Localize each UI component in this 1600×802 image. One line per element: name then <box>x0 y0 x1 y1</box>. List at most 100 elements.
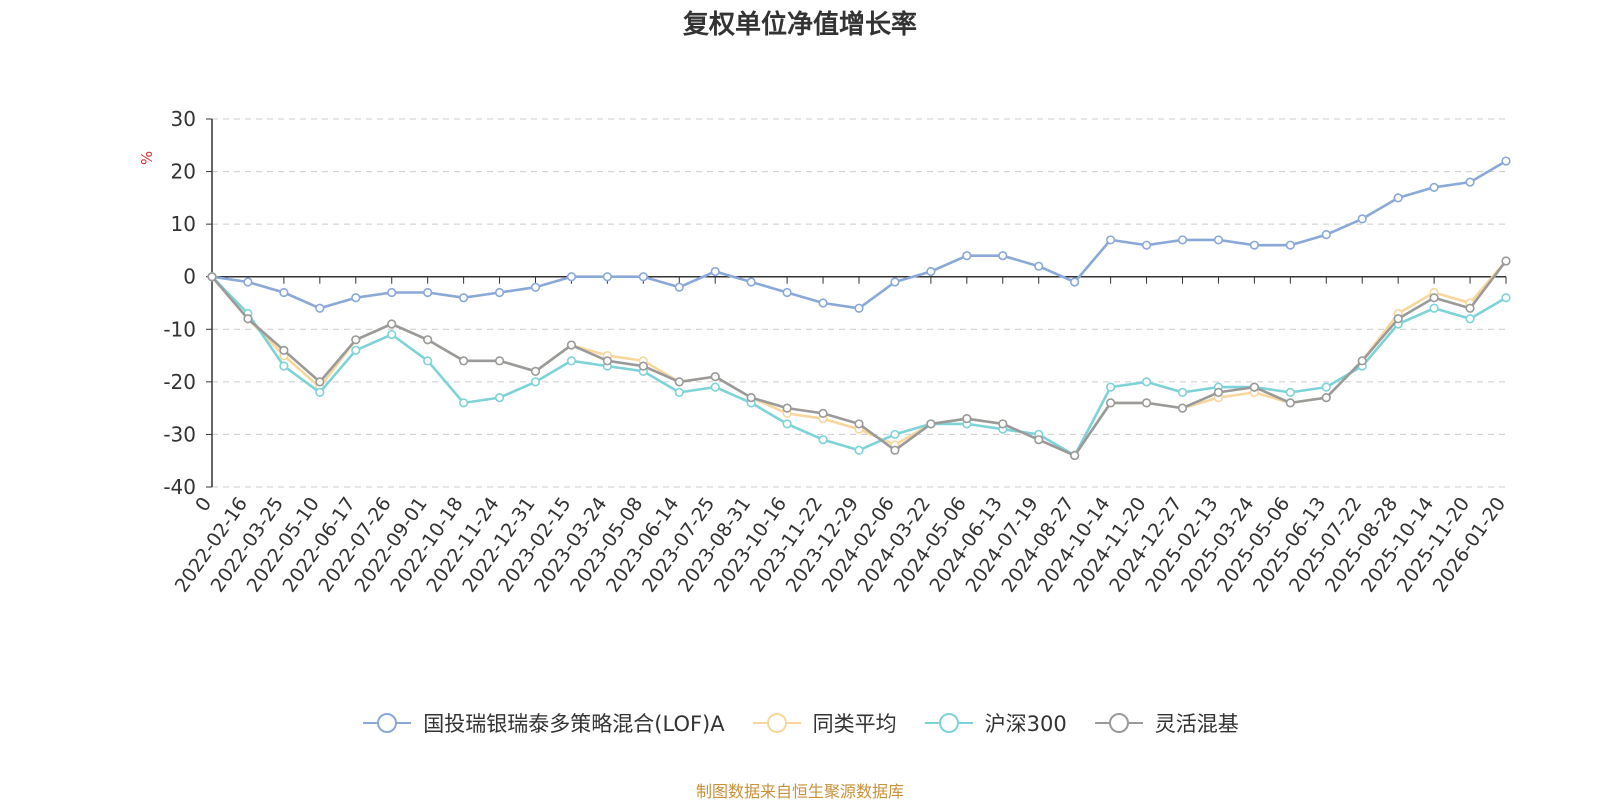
data-point <box>854 419 864 429</box>
data-point <box>1106 235 1116 245</box>
y-tick-label: 30 <box>171 107 196 131</box>
data-point <box>566 340 577 350</box>
y-tick-label: 0 <box>183 265 196 289</box>
data-point <box>1465 303 1475 313</box>
legend-item[interactable]: 国投瑞银瑞泰多策略混合(LOF)A <box>361 708 725 738</box>
legend-marker-icon <box>924 713 973 733</box>
data-point <box>279 361 289 371</box>
data-point <box>1070 450 1080 461</box>
data-point <box>710 266 720 277</box>
data-point <box>602 356 612 366</box>
legend-marker-circle <box>377 713 398 733</box>
data-point <box>746 393 756 403</box>
x-tick-label: 0 <box>191 493 216 516</box>
chart-title: 复权单位净值增长率 <box>682 10 917 40</box>
data-point <box>1249 382 1259 392</box>
data-point <box>1177 235 1188 245</box>
data-point <box>530 366 541 376</box>
data-point <box>1285 398 1295 408</box>
data-point <box>890 277 900 287</box>
data-point <box>1501 156 1511 166</box>
legend-marker-circle <box>1108 713 1129 733</box>
data-point <box>566 272 577 282</box>
y-tick-label: 10 <box>171 212 196 236</box>
y-tick-label: -20 <box>163 370 196 394</box>
data-point <box>854 445 864 455</box>
y-tick-label: -40 <box>163 475 196 499</box>
data-point <box>926 419 936 429</box>
data-point <box>315 387 325 397</box>
axis-layer: 3020100-10-20-30-4002022-02-162022-03-25… <box>163 107 1510 596</box>
legend-label: 沪深300 <box>984 712 1067 736</box>
data-point <box>315 377 325 387</box>
data-point <box>1141 398 1152 408</box>
data-point <box>423 356 433 366</box>
data-point <box>746 277 756 287</box>
legend-marker-circle <box>938 713 959 733</box>
series-line <box>211 159 1507 310</box>
data-point <box>1465 314 1475 324</box>
data-point <box>638 361 648 371</box>
legend-marker-icon <box>752 713 801 733</box>
data-point <box>1393 314 1403 324</box>
legend: 国投瑞银瑞泰多策略混合(LOF)A 同类平均 沪深300 灵活混基 <box>0 708 1600 738</box>
data-point <box>710 372 720 382</box>
data-point <box>1357 356 1367 366</box>
legend-label: 国投瑞银瑞泰多策略混合(LOF)A <box>423 712 725 736</box>
legend-item[interactable]: 灵活混基 <box>1093 708 1239 738</box>
data-point <box>1141 240 1152 250</box>
data-point <box>890 445 900 455</box>
data-point <box>423 335 433 345</box>
data-point <box>638 272 648 282</box>
data-point <box>1501 293 1511 303</box>
data-point <box>998 419 1008 429</box>
data-point <box>818 435 828 445</box>
data-point <box>1106 382 1116 392</box>
data-point <box>1034 435 1044 445</box>
data-point <box>926 266 936 277</box>
legend-item[interactable]: 沪深300 <box>923 708 1067 738</box>
legend-marker-icon <box>1094 713 1143 733</box>
data-point <box>494 393 505 403</box>
data-point <box>1213 387 1224 397</box>
data-point <box>494 287 505 298</box>
data-point <box>962 251 972 261</box>
data-point <box>207 272 217 282</box>
data-point <box>674 377 684 387</box>
data-point <box>782 287 792 298</box>
data-point <box>674 387 684 397</box>
data-point <box>1106 398 1116 408</box>
chart-canvas: 3020100-10-20-30-4002022-02-162022-03-25… <box>138 107 1511 596</box>
data-point <box>351 293 361 303</box>
y-axis-label: % <box>138 151 156 165</box>
data-point <box>566 356 577 366</box>
data-point <box>387 287 397 298</box>
data-point <box>710 382 720 392</box>
data-point <box>315 303 325 313</box>
data-point <box>1177 403 1188 413</box>
data-point <box>1034 261 1044 271</box>
data-point <box>962 414 972 424</box>
data-point <box>818 298 828 308</box>
data-point <box>782 419 792 429</box>
data-point <box>1177 387 1188 397</box>
data-point <box>1465 177 1475 187</box>
legend-label: 同类平均 <box>812 712 897 736</box>
y-tick-label: 20 <box>171 160 196 184</box>
data-point <box>1321 382 1331 392</box>
data-point <box>1393 193 1403 203</box>
data-point <box>1321 230 1331 240</box>
legend-label: 灵活混基 <box>1154 712 1239 736</box>
y-tick-label: -30 <box>163 422 196 446</box>
data-point <box>674 282 684 292</box>
data-point <box>1249 240 1259 250</box>
data-point <box>1429 182 1439 192</box>
data-point <box>1501 256 1511 266</box>
data-point <box>890 429 900 440</box>
y-tick-label: -10 <box>163 317 196 341</box>
data-point <box>459 356 469 366</box>
legend-item[interactable]: 同类平均 <box>751 708 897 738</box>
data-point <box>1070 277 1080 287</box>
data-point <box>351 335 361 345</box>
data-point <box>1429 303 1439 313</box>
